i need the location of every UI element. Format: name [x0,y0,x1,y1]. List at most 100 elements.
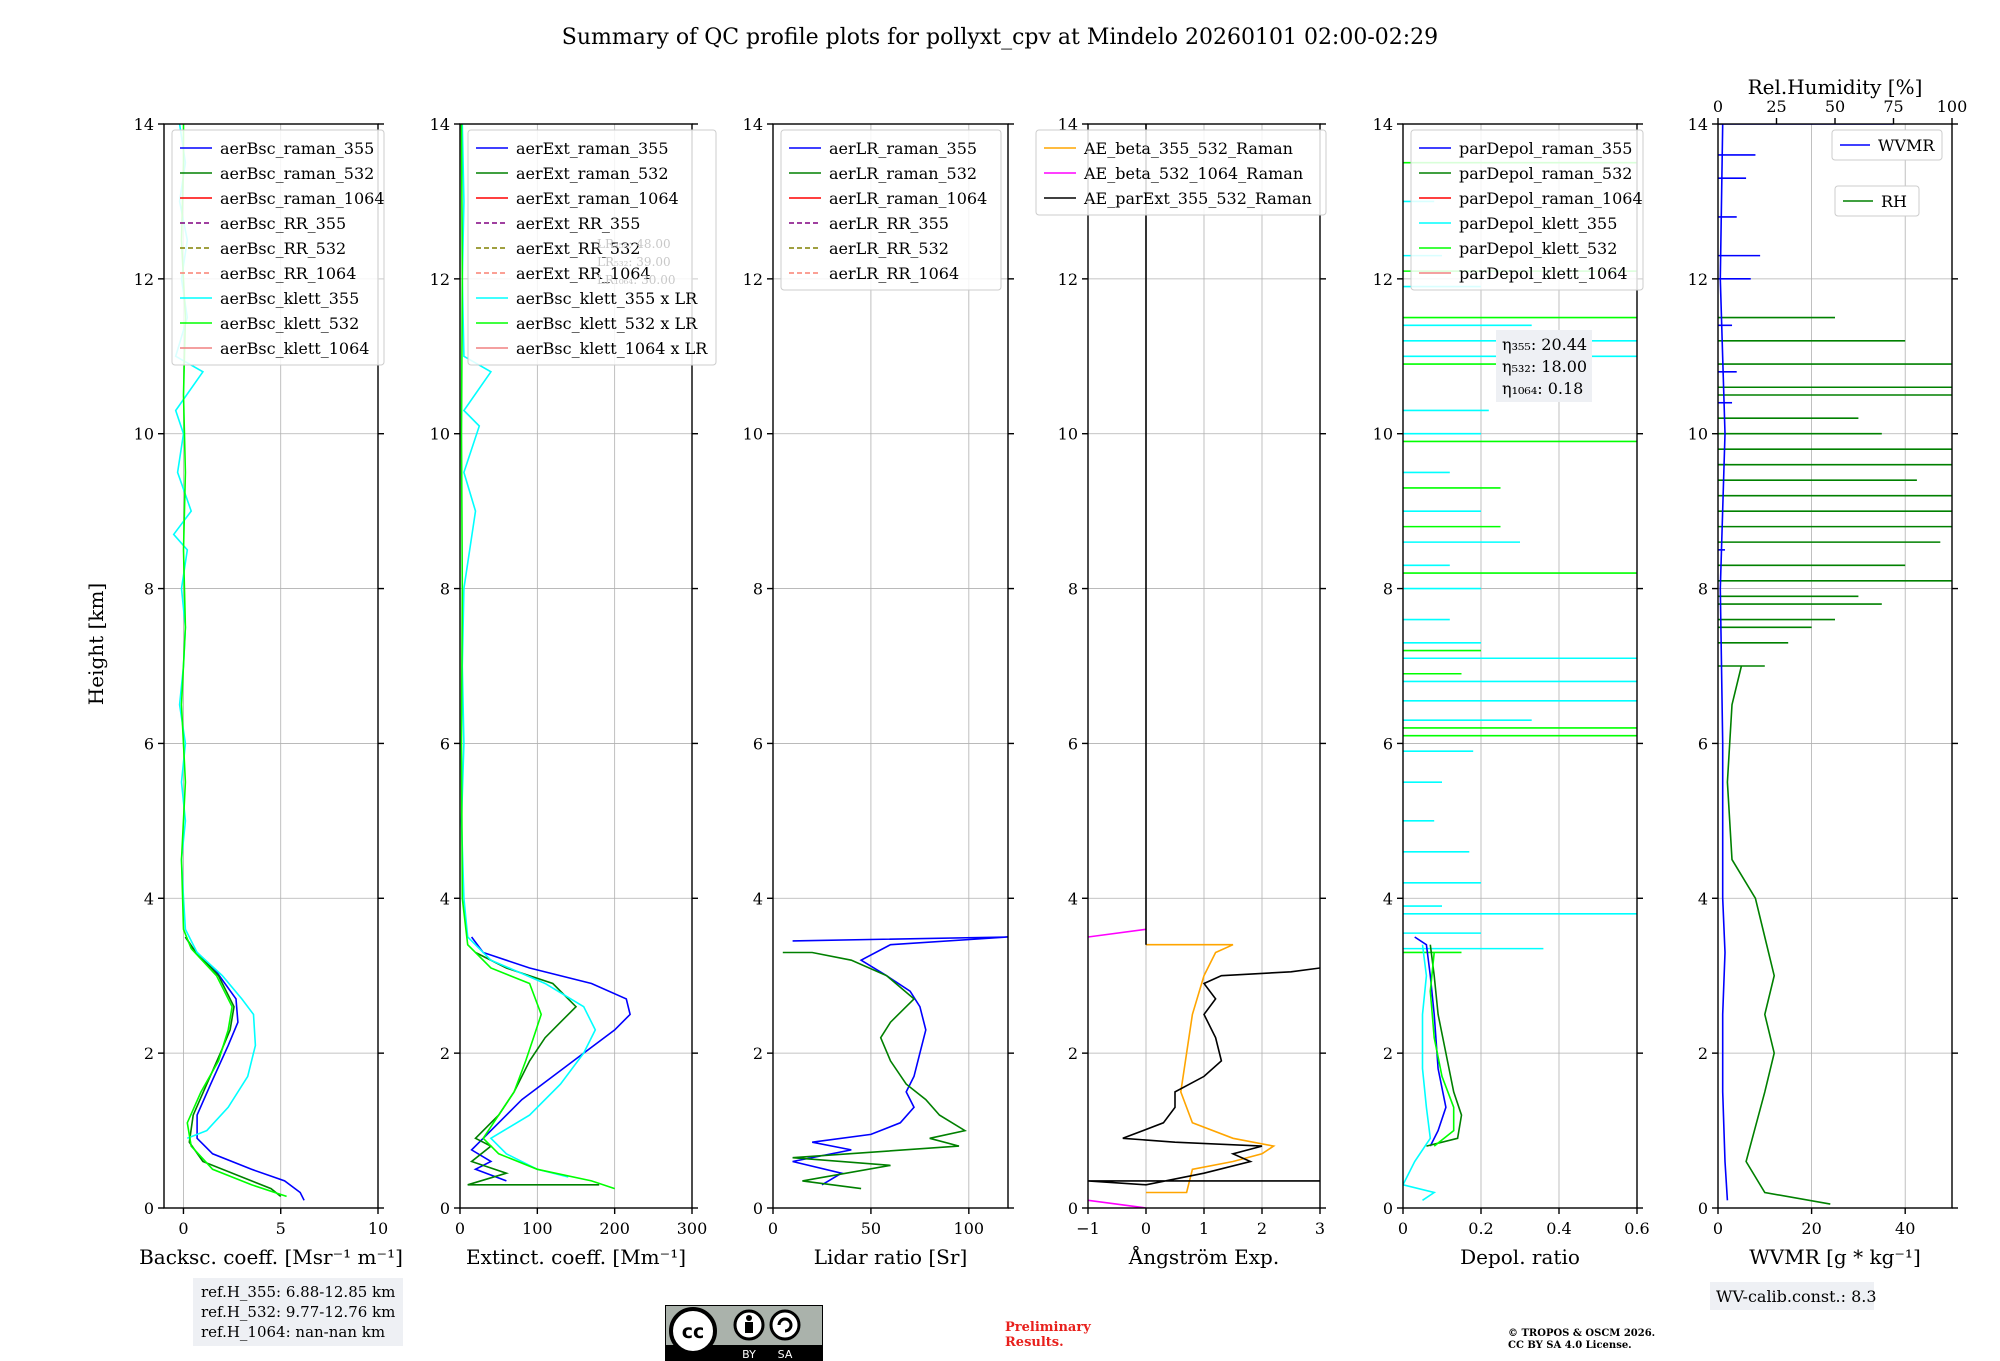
y-tick-label: 2 [1383,1044,1393,1063]
preliminary-line-2: Results. [1005,1335,1064,1350]
x-tick-label: 100 [522,1219,553,1238]
y-tick-label: 14 [1373,115,1393,134]
plot-area-lr [782,936,1008,1190]
y-tick-label: 8 [1068,580,1078,599]
y-tick-label: 10 [1058,425,1078,444]
legend-label: aerLR_RR_532 [829,239,949,258]
cc-by-label: BY [742,1348,756,1361]
y-tick-label: 0 [1698,1199,1708,1218]
panel-bsc: 0 2 4 6 8 10 12 14 0 5 10 Backsc. coeff. [Msr⁻¹ m⁻¹… [134,115,403,1269]
legend-box [780,129,1002,291]
x-tick-label: 100 [954,1219,985,1238]
x-tick-label: 5 [276,1219,286,1238]
legend-label: aerExt_RR_1064 [516,264,651,283]
y-axis-label: Height [km] [84,583,108,705]
legend-label: parDepol_raman_355 [1459,139,1632,158]
figure-title: Summary of QC profile plots for pollyxt_… [562,25,1438,50]
x-tick-label: 0 [1141,1219,1151,1238]
y-tick-label: 2 [1068,1044,1078,1063]
y-tick-label: 6 [1698,734,1708,753]
y-tick-label: 6 [144,734,154,753]
y-tick-label: 14 [743,115,763,134]
top-x-axis-label: Rel.Humidity [%] [1748,75,1923,99]
x-tick-label: 0.6 [1624,1219,1649,1238]
y-tick-label: 6 [1068,734,1078,753]
y-tick-label: 12 [743,270,763,289]
copyright-note: © TROPOS & OSCM 2026. CC BY SA 4.0 Licen… [1508,1328,1655,1352]
panel-frame [459,123,693,1209]
legend-box [1831,129,1943,161]
legend-label: RH [1881,192,1907,211]
eta-annotation: η₁₀₆₄: 0.18 [1502,379,1583,398]
legend-label: aerLR_RR_355 [829,214,949,233]
legend-label: aerBsc_klett_532 x LR [516,314,698,333]
cc-by-sa-badge: cc BY SA [665,1305,823,1361]
legend-label: AE_parExt_355_532_Raman [1083,189,1312,208]
cc-sa-label: SA [778,1348,793,1361]
top-x-tick-label: 25 [1766,97,1786,116]
series-aerBsc_raman_355 [184,936,305,1201]
x-axis-label: Depol. ratio [1460,1245,1580,1269]
plot-area-ae [1088,124,1320,1208]
preliminary-line-1: Preliminary [1005,1320,1091,1335]
y-tick-label: 8 [1698,580,1708,599]
legend-box [1410,129,1644,291]
legend-label: aerExt_RR_532 [516,239,640,258]
y-tick-label: 6 [753,734,763,753]
sa-share-icon [769,1309,801,1341]
legend-label: AE_beta_355_532_Raman [1083,139,1293,158]
x-tick-label: 0 [178,1219,188,1238]
series-AE_beta_355_532_Raman [1146,943,1276,1194]
panel-lr: 0 2 4 6 8 10 12 14 0 50 100 Lidar ratio [Sr] aerLR_r… [743,115,1014,1269]
legend-label: aerBsc_raman_355 [220,139,374,158]
wv-calib-label: WV-calib.const.: 8.3 [1716,1287,1877,1306]
y-tick-label: 10 [743,425,763,444]
series-parDepol_klett_355 [1403,944,1437,1201]
series-aerBsc_raman_532 [184,936,282,1198]
y-tick-label: 10 [430,425,450,444]
y-tick-label: 12 [134,270,154,289]
top-x-tick-label: 100 [1937,97,1968,116]
y-tick-label: 10 [1688,425,1708,444]
y-tick-label: 8 [753,580,763,599]
cc-text: cc [682,1321,705,1343]
x-tick-label: 0.4 [1546,1219,1571,1238]
legend-box [1035,129,1327,216]
x-tick-label: −1 [1076,1219,1100,1238]
y-tick-label: 2 [440,1044,450,1063]
legend-label: aerBsc_klett_1064 x LR [516,339,708,358]
legend-label: parDepol_raman_1064 [1459,189,1643,208]
legend-box [171,129,385,366]
x-tick-label: 1 [1199,1219,1209,1238]
ref-height-1064: ref.H_1064: nan-nan km [201,1323,386,1341]
legend-label: aerBsc_raman_1064 [220,189,385,208]
legend-label: aerBsc_RR_532 [220,239,346,258]
panel-frame [163,123,379,1209]
series-AE_beta_532_1064_Raman [1088,1199,1147,1208]
legend-label: aerExt_raman_1064 [516,189,679,208]
x-tick-label: 2 [1257,1219,1267,1238]
x-axis-label: WVMR [g * kg⁻¹] [1749,1245,1921,1269]
series-aerExt_raman_355 [470,936,631,1182]
legend-label: parDepol_klett_1064 [1459,264,1628,283]
series-parDepol_klett_532 [1429,952,1455,1147]
copyright-line-2: CC BY SA 4.0 License. [1508,1340,1632,1351]
x-tick-label: 300 [677,1219,708,1238]
x-tick-label: 0.2 [1468,1219,1493,1238]
top-x-tick-label: 0 [1713,97,1723,116]
x-tick-label: 0 [1713,1219,1723,1238]
y-tick-label: 2 [144,1044,154,1063]
wv-calib-box [1710,1282,1874,1310]
series-aerLR_raman_355 [792,936,1008,1186]
legend-label: aerLR_raman_355 [829,139,977,158]
ref-height-532: ref.H_532: 9.77-12.76 km [201,1303,396,1321]
y-tick-label: 0 [440,1199,450,1218]
y-tick-label: 2 [1698,1044,1708,1063]
y-tick-label: 4 [1383,889,1393,908]
panel-ext: 0 2 4 6 8 10 12 14 0 100 200 300 Extinct. coeff. [Mm… [430,115,717,1269]
plot-area-depol [1403,161,1637,1201]
preliminary-note: Preliminary Results. [1005,1320,1091,1350]
y-tick-label: 0 [1068,1199,1078,1218]
panel-depol: 0 2 4 6 8 10 12 14 0 0.2 0.4 0.6 Depol. ratio parDepo… [1373,115,1650,1269]
